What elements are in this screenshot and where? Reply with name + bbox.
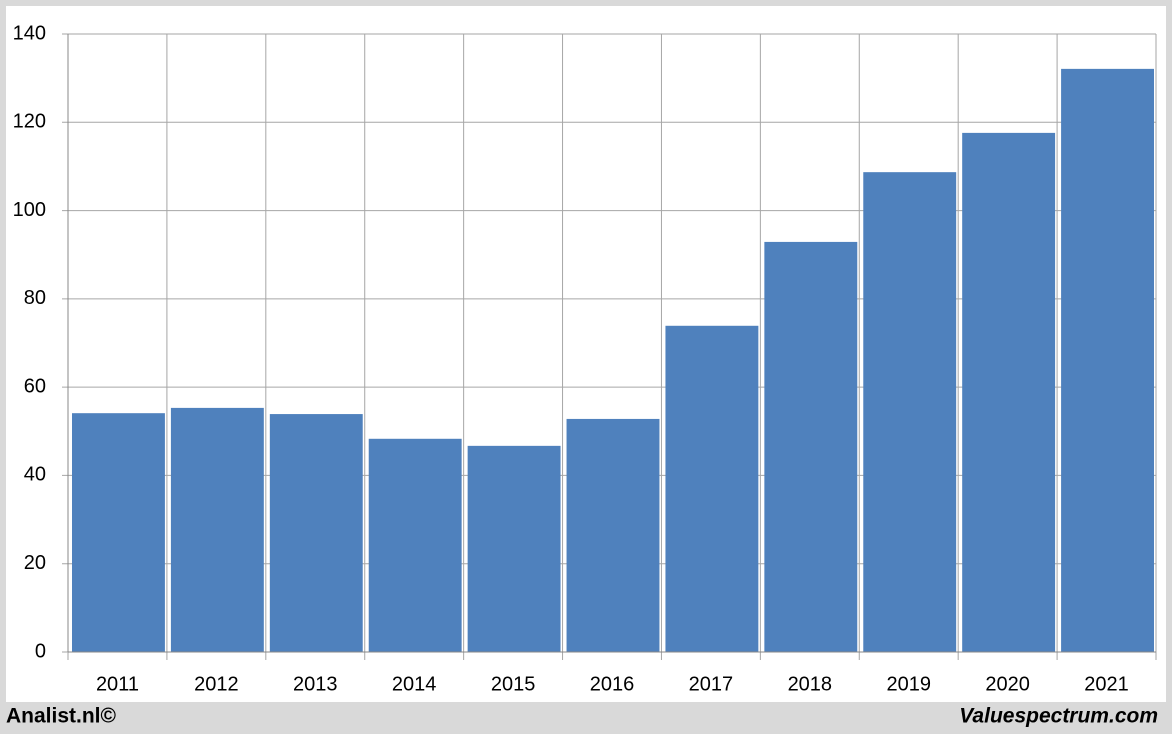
bar bbox=[269, 414, 363, 652]
x-tick-label: 2014 bbox=[392, 673, 437, 695]
x-tick-label: 2015 bbox=[491, 673, 536, 695]
x-tick-label: 2012 bbox=[194, 673, 239, 695]
x-tick-label: 2011 bbox=[96, 673, 139, 695]
x-tick-label: 2021 bbox=[1084, 673, 1129, 695]
x-tick-label: 2019 bbox=[886, 673, 931, 695]
bar bbox=[170, 407, 264, 652]
y-tick-label: 20 bbox=[24, 552, 46, 574]
x-tick-label: 2020 bbox=[985, 673, 1030, 695]
credit-left: Analist.nl© bbox=[6, 705, 117, 728]
bar bbox=[566, 418, 660, 652]
y-tick-label: 40 bbox=[24, 464, 46, 486]
y-tick-label: 120 bbox=[13, 111, 46, 133]
x-tick-label: 2016 bbox=[590, 673, 635, 695]
bar bbox=[368, 438, 462, 652]
y-tick-label: 0 bbox=[35, 640, 46, 662]
bar bbox=[863, 172, 957, 652]
y-tick-label: 60 bbox=[24, 375, 46, 397]
bar bbox=[72, 413, 165, 652]
bar bbox=[1061, 68, 1154, 652]
y-tick-label: 80 bbox=[24, 287, 46, 309]
x-tick-label: 2017 bbox=[689, 673, 734, 695]
x-tick-label: 2018 bbox=[788, 673, 833, 695]
x-tick-label: 2013 bbox=[293, 673, 338, 695]
credit-right: Valuespectrum.com bbox=[959, 705, 1158, 728]
y-tick-label: 100 bbox=[13, 199, 46, 221]
y-tick-label: 140 bbox=[13, 22, 46, 44]
bar bbox=[467, 445, 561, 652]
bar bbox=[764, 241, 858, 653]
bar bbox=[665, 325, 759, 652]
bar bbox=[962, 132, 1056, 652]
